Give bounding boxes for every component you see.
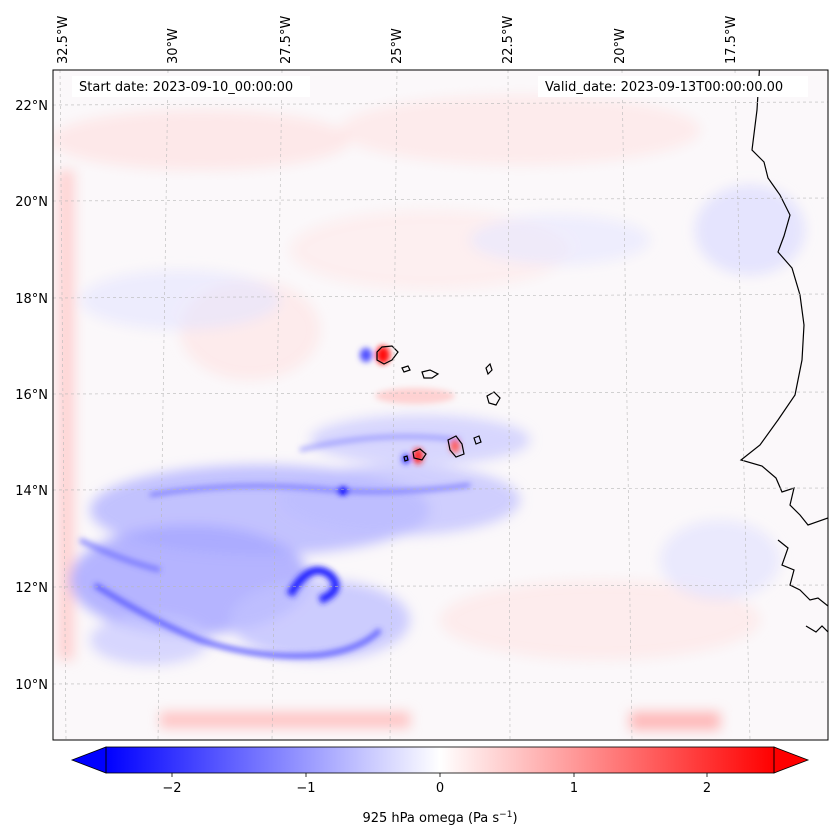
lat-label: 12°N — [15, 581, 48, 596]
colorbar-tick: 0 — [436, 781, 444, 796]
colorbar-min-extend — [70, 746, 107, 774]
colorbar-tick: −1 — [296, 781, 315, 796]
lat-label: 22°N — [15, 99, 48, 114]
lat-label: 10°N — [15, 678, 48, 693]
valid-date-annotation: Valid_date: 2023-09-13T00:00:00.00 — [538, 76, 808, 97]
colorbar-tick: 2 — [703, 781, 711, 796]
lon-label: 27.5°W — [279, 16, 294, 64]
lon-label: 25°W — [390, 28, 405, 64]
colorbar-label: 925 hPa omega (Pa s−1) — [362, 810, 517, 826]
colorbar-gradient — [106, 747, 774, 773]
colorbar-tick: 1 — [570, 781, 578, 796]
colorbar-tick: −2 — [162, 781, 181, 796]
start-date-annotation: Start date: 2023-09-10_00:00:00 — [72, 76, 310, 97]
lat-label: 18°N — [15, 292, 48, 307]
lat-label: 20°N — [15, 195, 48, 210]
lon-label: 17.5°W — [724, 16, 739, 64]
start-date-text: Start date: 2023-09-10_00:00:00 — [79, 80, 293, 95]
valid-date-text: Valid_date: 2023-09-13T00:00:00.00 — [545, 80, 783, 95]
lon-label: 22.5°W — [501, 16, 516, 64]
lon-label: 32.5°W — [56, 16, 71, 64]
coastlines — [376, 70, 828, 633]
omega-field — [53, 95, 805, 730]
lon-label: 30°W — [166, 28, 181, 64]
gridlines — [53, 70, 828, 740]
map-frame — [52, 69, 829, 741]
longitude-labels: 32.5°W 30°W 27.5°W 25°W 22.5°W 20°W 17.5… — [56, 16, 739, 64]
latitude-labels: 22°N 20°N 18°N 16°N 14°N 12°N 10°N — [15, 99, 48, 693]
colorbar-max-extend — [773, 746, 810, 774]
lon-label: 20°W — [613, 28, 628, 64]
lat-label: 14°N — [15, 484, 48, 499]
lat-label: 16°N — [15, 388, 48, 403]
colorbar: −2 −1 0 1 2 925 hPa omega (Pa s−1) — [70, 746, 810, 826]
